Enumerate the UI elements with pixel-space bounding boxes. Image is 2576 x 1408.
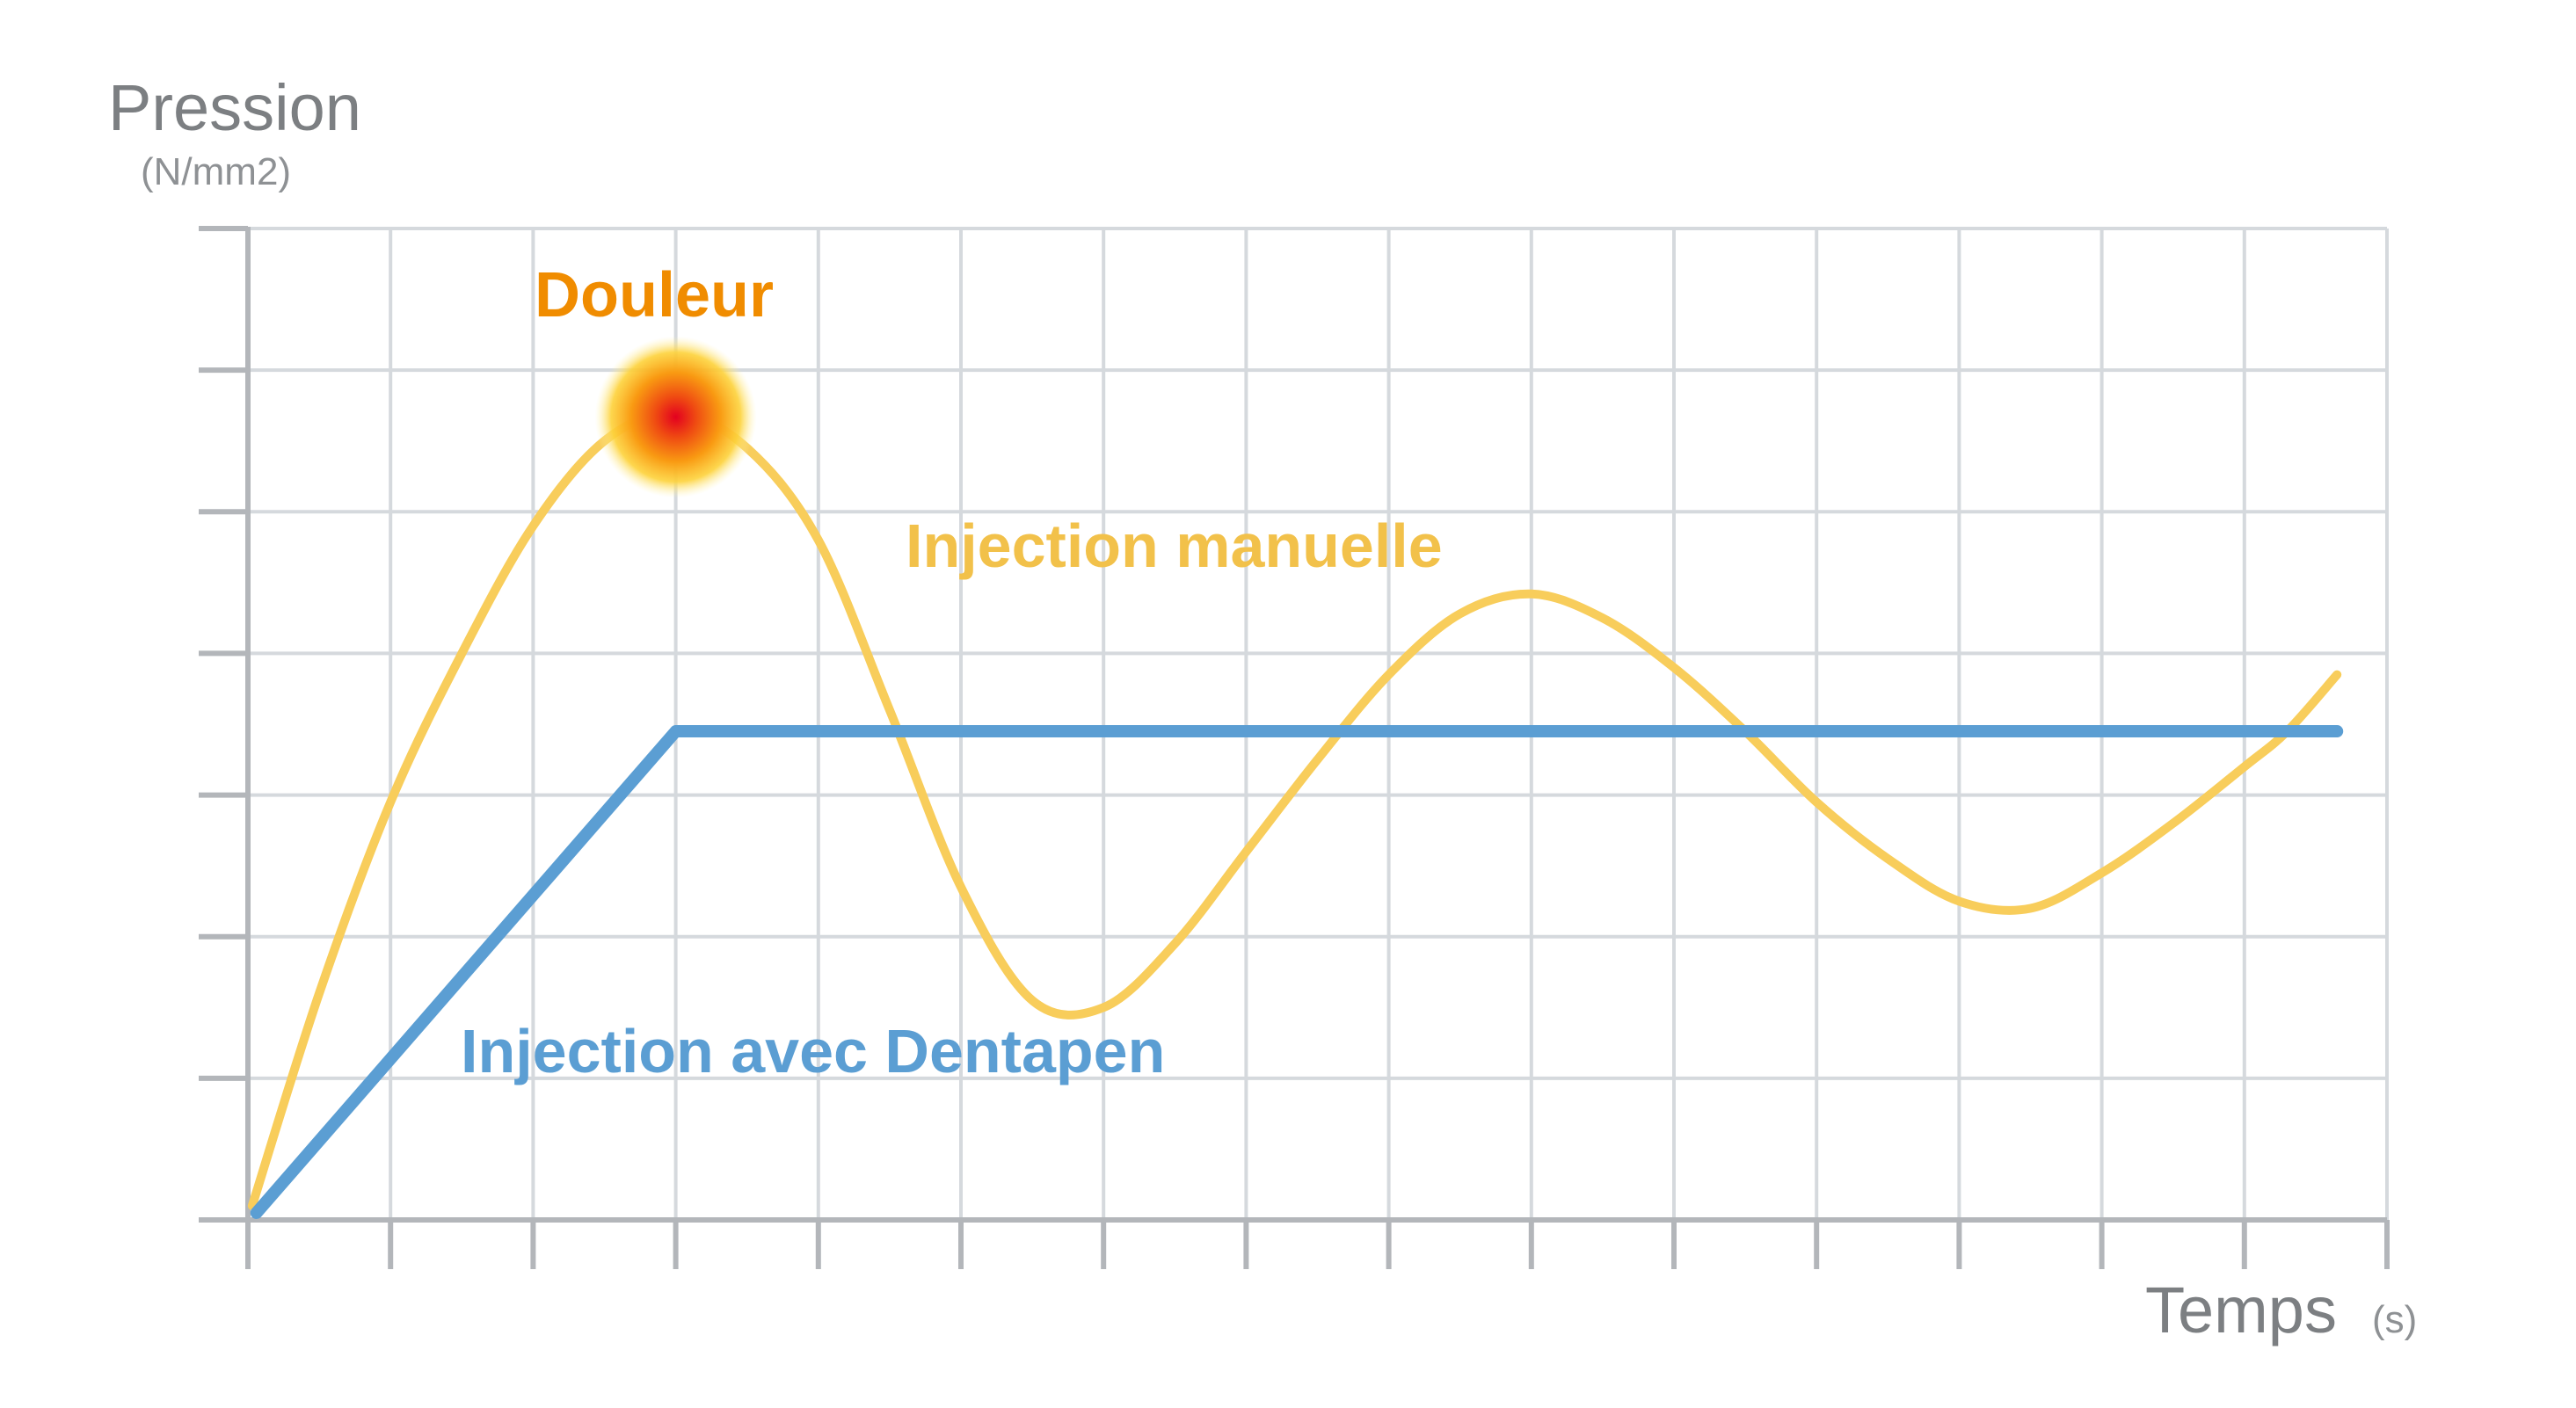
y-axis-title: Pression (N/mm2) (108, 71, 361, 193)
pain-marker (594, 336, 757, 498)
y-axis-unit: (N/mm2) (141, 150, 291, 193)
y-axis-label: Pression (108, 71, 361, 144)
grid (248, 227, 2389, 1220)
series-label-injection-dentapen: Injection avec Dentapen (461, 1017, 1165, 1085)
series-line-injection-dentapen (250, 725, 2344, 1219)
x-axis-unit: (s) (2372, 1298, 2417, 1341)
x-axis-label: Temps (2145, 1274, 2337, 1346)
series-label-injection-manuelle: Injection manuelle (906, 512, 1443, 580)
series-layer (247, 408, 2344, 1219)
x-axis-title: Temps (s) (2145, 1274, 2417, 1346)
annotation-douleur: Douleur (535, 260, 774, 330)
axes (199, 226, 2390, 1269)
series-line-injection-manuelle (247, 408, 2342, 1210)
